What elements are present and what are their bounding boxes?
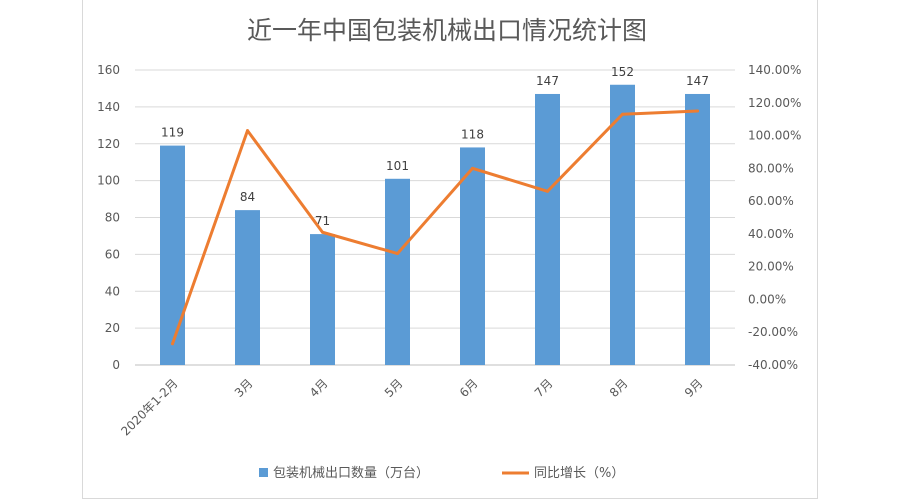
left-tick-label: 160 (97, 63, 120, 77)
bar-data-label: 152 (611, 65, 634, 79)
bar-data-label: 118 (461, 127, 484, 141)
bar (235, 210, 260, 365)
line-point (246, 129, 249, 133)
x-tick-label: 3月 (232, 376, 256, 400)
bar (160, 145, 185, 365)
line-point (471, 166, 474, 170)
legend-label-line: 同比增长（%） (534, 466, 624, 481)
left-tick-label: 0 (112, 358, 120, 372)
x-tick-label: 2020年1-2月 (118, 376, 180, 438)
left-tick-label: 40 (105, 284, 120, 298)
right-tick-label: 60.00% (748, 194, 794, 208)
x-tick-label: 6月 (457, 376, 481, 400)
right-tick-label: 0.00% (748, 292, 786, 306)
growth-line (171, 109, 699, 346)
line-series (171, 109, 699, 346)
bar-data-label: 147 (686, 74, 709, 88)
x-axis-ticks: 2020年1-2月 3月 4月 5月 6月 7月 8月 9月 (118, 376, 705, 438)
bar (310, 234, 335, 365)
left-tick-label: 20 (105, 321, 120, 335)
left-tick-label: 120 (97, 137, 120, 151)
left-axis-ticks: 0 20 40 60 80 100 120 140 160 (97, 63, 120, 372)
line-point (696, 109, 699, 113)
left-tick-label: 80 (105, 211, 120, 225)
line-point (546, 189, 549, 193)
line-point (171, 342, 174, 346)
bar-series (160, 84, 710, 365)
right-tick-label: 140.00% (748, 63, 801, 77)
bar-data-label: 101 (386, 159, 409, 173)
bar-data-label: 84 (240, 190, 255, 204)
left-tick-label: 60 (105, 247, 120, 261)
right-tick-label: 120.00% (748, 96, 801, 110)
right-tick-label: -40.00% (748, 358, 798, 372)
left-tick-label: 100 (97, 174, 120, 188)
left-tick-label: 140 (97, 100, 120, 114)
right-axis-ticks: -40.00% -20.00% 0.00% 20.00% 40.00% 60.00% 80.… (748, 63, 801, 372)
x-tick-label: 9月 (682, 376, 706, 400)
x-tick-label: 4月 (307, 376, 331, 400)
bar (385, 178, 410, 365)
right-tick-label: -20.00% (748, 325, 798, 339)
chart-frame (82, 0, 818, 499)
legend: 包装机械出口数量（万台） 同比增长（%） (259, 466, 624, 481)
bar-data-label: 147 (536, 74, 559, 88)
x-tick-label: 8月 (607, 376, 631, 400)
bar (535, 93, 560, 365)
right-tick-label: 80.00% (748, 161, 794, 175)
line-point (321, 230, 324, 234)
x-tick-label: 5月 (382, 376, 406, 400)
bar (460, 147, 485, 365)
right-tick-label: 100.00% (748, 129, 801, 143)
right-tick-label: 40.00% (748, 227, 794, 241)
legend-label-bar: 包装机械出口数量（万台） (273, 466, 429, 481)
line-point (621, 112, 624, 116)
x-tick-label: 7月 (532, 376, 556, 400)
legend-swatch-bar (259, 468, 268, 477)
bar (610, 84, 635, 365)
line-point (396, 252, 399, 256)
bar (685, 93, 710, 365)
chart-title: 近一年中国包装机械出口情况统计图 (247, 16, 647, 45)
bar-data-label: 119 (161, 126, 184, 140)
right-tick-label: 20.00% (748, 260, 794, 274)
